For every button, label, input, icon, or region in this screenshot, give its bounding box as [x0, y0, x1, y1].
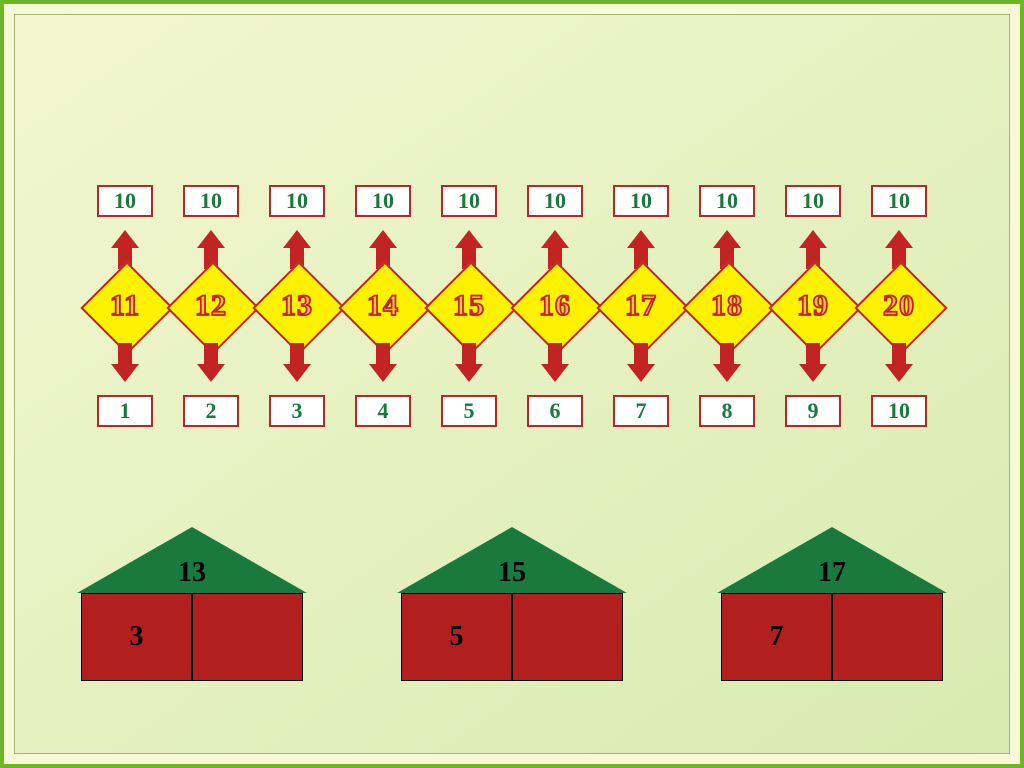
house-body: 3 — [81, 593, 303, 681]
bottom-box: 10 — [871, 395, 927, 427]
diamond-cell: 20 — [856, 261, 942, 351]
roof-number: 17 — [810, 557, 854, 589]
top-box: 10 — [441, 185, 497, 217]
top-box: 10 — [785, 185, 841, 217]
arrow-down-icon — [197, 364, 225, 382]
house-17: 17 7 — [717, 527, 947, 681]
arrow-up-icon — [111, 230, 139, 248]
house-right-room[interactable] — [832, 593, 943, 681]
arrow-down-icon — [541, 364, 569, 382]
house-roof: 15 — [397, 527, 627, 593]
number-flow-diagram: 10 10 10 10 10 10 10 10 10 10 — [82, 185, 942, 427]
diamond-label: 11 — [82, 261, 168, 351]
diamond-cell: 18 — [684, 261, 770, 351]
arrow-up-icon — [283, 230, 311, 248]
arrow-up-icon — [799, 230, 827, 248]
diamond-cell: 13 — [254, 261, 340, 351]
bottom-box: 3 — [269, 395, 325, 427]
outer-frame: 10 10 10 10 10 10 10 10 10 10 — [0, 0, 1024, 768]
top-box: 10 — [269, 185, 325, 217]
house-right-room[interactable] — [512, 593, 623, 681]
arrow-up-icon — [627, 230, 655, 248]
bottom-box: 2 — [183, 395, 239, 427]
diamond-cell: 16 — [512, 261, 598, 351]
top-box: 10 — [183, 185, 239, 217]
diamond-cell: 19 — [770, 261, 856, 351]
house-body: 7 — [721, 593, 943, 681]
house-left-room: 5 — [401, 593, 512, 681]
arrow-down-icon — [369, 364, 397, 382]
arrow-down-icon — [713, 364, 741, 382]
arrow-up-icon — [713, 230, 741, 248]
house-13: 13 3 — [77, 527, 307, 681]
diamond-cell: 12 — [168, 261, 254, 351]
bottom-box: 4 — [355, 395, 411, 427]
arrow-up-icon — [455, 230, 483, 248]
roof-number: 13 — [170, 557, 214, 589]
house-15: 15 5 — [397, 527, 627, 681]
houses-row: 13 3 15 5 17 — [77, 527, 947, 681]
diamond-label: 20 — [856, 261, 942, 351]
inner-panel: 10 10 10 10 10 10 10 10 10 10 — [14, 14, 1010, 754]
bottom-box: 5 — [441, 395, 497, 427]
arrow-down-icon — [885, 364, 913, 382]
top-box: 10 — [871, 185, 927, 217]
diamond-cell: 11 — [82, 261, 168, 351]
diamond-cell: 14 — [340, 261, 426, 351]
bottom-box: 7 — [613, 395, 669, 427]
roof-number: 15 — [490, 557, 534, 589]
arrow-up-icon — [197, 230, 225, 248]
diamond-label: 17 — [598, 261, 684, 351]
bottom-box: 6 — [527, 395, 583, 427]
arrow-up-icon — [885, 230, 913, 248]
house-right-room[interactable] — [192, 593, 303, 681]
top-box: 10 — [699, 185, 755, 217]
diamond-label: 13 — [254, 261, 340, 351]
teen-numbers-row: 11 12 13 14 15 16 17 18 19 20 — [82, 261, 942, 351]
top-box: 10 — [97, 185, 153, 217]
diamond-label: 18 — [684, 261, 770, 351]
house-roof: 13 — [77, 527, 307, 593]
bottom-box: 8 — [699, 395, 755, 427]
top-box: 10 — [355, 185, 411, 217]
diamond-cell: 15 — [426, 261, 512, 351]
diamond-label: 19 — [770, 261, 856, 351]
arrow-down-icon — [799, 364, 827, 382]
house-roof: 17 — [717, 527, 947, 593]
arrow-up-icon — [369, 230, 397, 248]
down-arrows-row — [97, 351, 927, 395]
up-arrows-row — [97, 217, 927, 261]
diamond-label: 16 — [512, 261, 598, 351]
top-box: 10 — [527, 185, 583, 217]
house-left-room: 7 — [721, 593, 832, 681]
house-left-room: 3 — [81, 593, 192, 681]
bottom-box: 1 — [97, 395, 153, 427]
arrow-down-icon — [627, 364, 655, 382]
arrow-up-icon — [541, 230, 569, 248]
bottom-box: 9 — [785, 395, 841, 427]
arrow-down-icon — [111, 364, 139, 382]
diamond-label: 14 — [340, 261, 426, 351]
arrow-down-icon — [283, 364, 311, 382]
bottom-units-row: 1 2 3 4 5 6 7 8 9 10 — [97, 395, 927, 427]
diamond-label: 15 — [426, 261, 512, 351]
top-box: 10 — [613, 185, 669, 217]
diamond-cell: 17 — [598, 261, 684, 351]
house-body: 5 — [401, 593, 623, 681]
arrow-down-icon — [455, 364, 483, 382]
diamond-label: 12 — [168, 261, 254, 351]
top-tens-row: 10 10 10 10 10 10 10 10 10 10 — [97, 185, 927, 217]
